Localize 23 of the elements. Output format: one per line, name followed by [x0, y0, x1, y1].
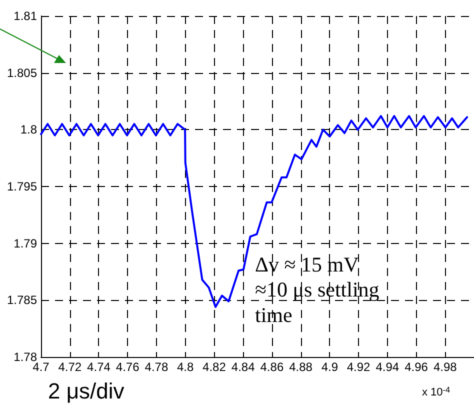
- x-tick-label: 4.94: [376, 360, 400, 374]
- x-tick-label: 4.74: [87, 360, 111, 374]
- x-tick-label: 4.92: [346, 360, 371, 374]
- y-tick-label: 1.805: [6, 66, 38, 80]
- y-tick-label: 1.79: [14, 236, 38, 250]
- y-tick-label: 1.81: [14, 9, 38, 23]
- x-tick-label: 4.84: [231, 360, 256, 374]
- y-tick-label: 1.785: [6, 293, 38, 308]
- x-tick-label: 4.88: [289, 360, 313, 374]
- x-tick-label: 4.82: [202, 360, 226, 374]
- line-series: [40, 115, 468, 308]
- y-tick-label: 1.8: [20, 122, 38, 137]
- x-tick-label: 4.98: [433, 360, 458, 374]
- y-tick-label: 1.795: [6, 180, 38, 194]
- x-tick-label: 4.96: [404, 360, 428, 374]
- text: 2 μs/div: [48, 378, 124, 404]
- x-tick-label: 4.9: [321, 360, 338, 374]
- annotation: Δv ≈ 15 mV: [255, 252, 359, 277]
- x-tick-label: 4.72: [58, 360, 82, 374]
- x-tick-label: 4.78: [144, 360, 168, 374]
- x-tick-label: 4.76: [116, 360, 140, 374]
- x-tick-label: 4.86: [260, 360, 284, 374]
- x-tick-label: 4.8: [176, 360, 194, 374]
